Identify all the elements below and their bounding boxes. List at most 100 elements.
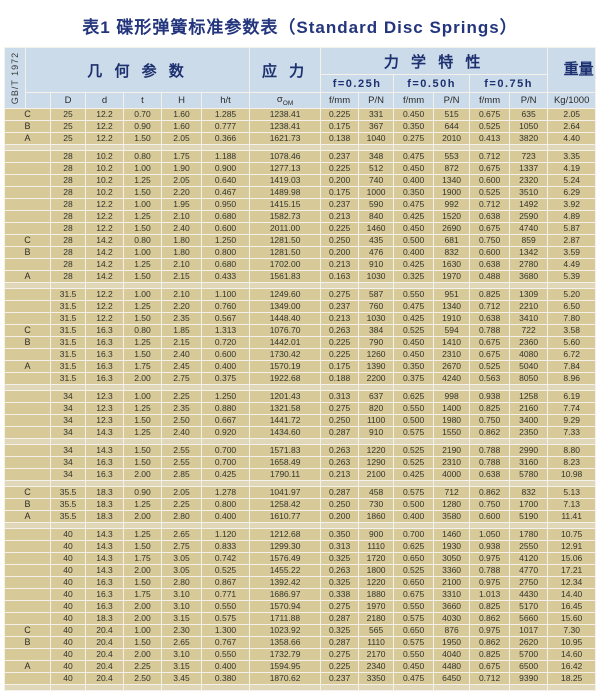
value-cell: 20.4: [86, 673, 123, 684]
value-cell: 0.413: [470, 133, 510, 144]
value-cell: 2350: [510, 427, 548, 438]
value-cell: 0.425: [394, 211, 434, 222]
value-cell: 0.80: [124, 235, 161, 246]
header-row-3: D d t H h/t σOM f/mm P/N f/mm P/N f/mm P…: [5, 93, 596, 108]
value-cell: 10.2: [86, 163, 123, 174]
value-cell: 6.72: [548, 349, 596, 360]
value-cell: 1321.58: [250, 403, 321, 414]
value-cell: 1100: [359, 415, 394, 426]
header-row-1: GB/T 1972 几 何 参 数 应 力 力 学 特 性 重量: [5, 48, 596, 108]
value-cell: 1434.60: [250, 427, 321, 438]
separator-cell: [359, 439, 394, 444]
value-cell: 1460: [434, 529, 470, 540]
value-cell: 1.00: [124, 391, 161, 402]
value-cell: 0.525: [394, 325, 434, 336]
value-cell: 2690: [434, 223, 470, 234]
value-cell: 723: [510, 151, 548, 162]
value-cell: 0.287: [321, 613, 359, 624]
value-cell: 1390: [359, 361, 394, 372]
value-cell: 28: [51, 163, 85, 174]
value-cell: 0.263: [321, 457, 359, 468]
value-cell: 2340: [359, 661, 394, 672]
separator-cell: [548, 439, 596, 444]
series-label-cell: C: [5, 625, 50, 636]
separator-cell: [510, 685, 548, 690]
separator-cell: [124, 283, 161, 288]
value-cell: 0.375: [202, 373, 250, 384]
value-cell: 1030: [359, 271, 394, 282]
table-row: 34 12.3 1.25 2.35 0.880 1321.58 0.275 820 0.550 1…: [5, 403, 596, 414]
value-cell: 5170: [510, 601, 548, 612]
value-cell: 1.00: [124, 163, 161, 174]
value-cell: 14.3: [86, 427, 123, 438]
value-cell: 1.00: [124, 625, 161, 636]
value-cell: 28: [51, 223, 85, 234]
value-cell: 2590: [510, 211, 548, 222]
value-cell: 553: [434, 151, 470, 162]
table-row: B 31.5 16.3 1.25 2.15 0.720 1442.01 0.225 790 0.4…: [5, 337, 596, 348]
value-cell: 1980: [434, 415, 470, 426]
page-title: 表1 碟形弹簧标准参数表（Standard Disc Springs）: [82, 18, 518, 37]
value-cell: 1.80: [162, 235, 201, 246]
value-cell: 0.400: [202, 661, 250, 672]
value-cell: 0.425: [394, 259, 434, 270]
value-cell: 2190: [434, 445, 470, 456]
separator-cell: [394, 385, 434, 390]
value-cell: 0.680: [202, 211, 250, 222]
value-cell: 1550: [434, 427, 470, 438]
value-cell: 0.80: [124, 151, 161, 162]
value-cell: 16.3: [86, 361, 123, 372]
separator-cell: [51, 145, 85, 150]
value-cell: 0.200: [321, 247, 359, 258]
value-cell: 1950: [434, 637, 470, 648]
value-cell: 0.275: [321, 289, 359, 300]
mechanical-header: 力 学 特 性: [321, 48, 548, 74]
table-row: B 40 20.4 1.50 2.65 0.767 1358.66 0.287 1110 0.57…: [5, 637, 596, 648]
series-label-cell: [5, 457, 50, 468]
value-cell: 1.50: [124, 445, 161, 456]
value-cell: 2.45: [162, 361, 201, 372]
separator-cell: [86, 523, 123, 528]
value-cell: 3.92: [548, 199, 596, 210]
value-cell: 1.50: [124, 349, 161, 360]
value-cell: 2.00: [124, 511, 161, 522]
value-cell: 1910: [434, 313, 470, 324]
value-cell: 2.40: [162, 223, 201, 234]
value-cell: 0.800: [202, 499, 250, 510]
value-cell: 0.213: [321, 259, 359, 270]
col-H: H: [162, 93, 201, 108]
value-cell: 5660: [510, 613, 548, 624]
value-cell: 18.3: [86, 499, 123, 510]
value-cell: 31.5: [51, 373, 85, 384]
value-cell: 1970: [434, 271, 470, 282]
col-d: d: [86, 93, 123, 108]
value-cell: 1489.98: [250, 187, 321, 198]
value-cell: 0.650: [394, 625, 434, 636]
value-cell: 35.5: [51, 499, 85, 510]
value-cell: 18.25: [548, 673, 596, 684]
value-cell: 4240: [434, 373, 470, 384]
separator-cell: [250, 685, 321, 690]
value-cell: 2.05: [162, 487, 201, 498]
value-cell: 40: [51, 613, 85, 624]
value-cell: 2.05: [162, 175, 201, 186]
value-cell: 1040: [359, 133, 394, 144]
value-cell: 0.833: [202, 541, 250, 552]
value-cell: 0.287: [321, 487, 359, 498]
value-cell: 8.80: [548, 445, 596, 456]
value-cell: 12.2: [86, 313, 123, 324]
separator-cell: [86, 283, 123, 288]
separator-cell: [5, 439, 50, 444]
value-cell: 14.3: [86, 565, 123, 576]
group-separator-row: [5, 439, 596, 444]
value-cell: 0.760: [202, 301, 250, 312]
value-cell: 1.313: [202, 325, 250, 336]
value-cell: 1.50: [124, 313, 161, 324]
series-label-cell: [5, 163, 50, 174]
separator-cell: [359, 523, 394, 528]
separator-cell: [510, 523, 548, 528]
separator-cell: [510, 385, 548, 390]
series-label-cell: A: [5, 661, 50, 672]
value-cell: 3310: [434, 589, 470, 600]
